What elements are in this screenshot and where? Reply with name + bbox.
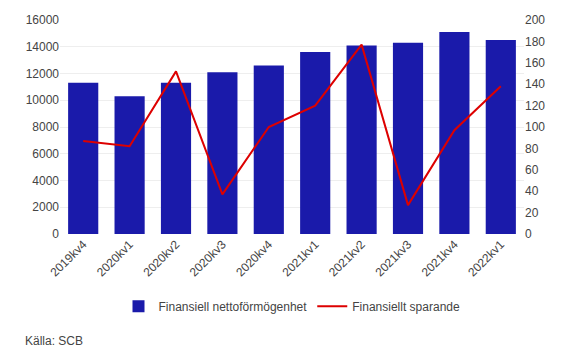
svg-text:2022kv1: 2022kv1 (465, 237, 507, 279)
svg-text:Källa: SCB: Källa: SCB (25, 334, 83, 348)
svg-text:200: 200 (525, 13, 545, 27)
svg-text:160: 160 (525, 56, 545, 70)
svg-text:2020kv3: 2020kv3 (187, 237, 229, 279)
svg-text:40: 40 (525, 184, 539, 198)
svg-text:4000: 4000 (32, 174, 59, 188)
svg-text:140: 140 (525, 77, 545, 91)
svg-text:120: 120 (525, 99, 545, 113)
svg-text:2021kv4: 2021kv4 (419, 237, 461, 279)
svg-text:2021kv2: 2021kv2 (326, 237, 368, 279)
svg-text:80: 80 (525, 142, 539, 156)
svg-text:2000: 2000 (32, 200, 59, 214)
svg-text:8000: 8000 (32, 120, 59, 134)
svg-text:12000: 12000 (26, 67, 60, 81)
svg-text:0: 0 (525, 227, 532, 241)
svg-text:Finansiellt sparande: Finansiellt sparande (352, 300, 460, 314)
svg-text:2020kv2: 2020kv2 (140, 237, 182, 279)
svg-text:14000: 14000 (26, 40, 60, 54)
svg-text:6000: 6000 (32, 147, 59, 161)
svg-text:180: 180 (525, 35, 545, 49)
svg-text:2021kv3: 2021kv3 (372, 237, 414, 279)
svg-text:20: 20 (525, 206, 539, 220)
svg-text:60: 60 (525, 163, 539, 177)
svg-text:0: 0 (52, 227, 59, 241)
svg-text:2021kv1: 2021kv1 (280, 237, 322, 279)
svg-text:2020kv4: 2020kv4 (233, 237, 275, 279)
svg-text:100: 100 (525, 120, 545, 134)
svg-text:Finansiell nettoförmögenhet: Finansiell nettoförmögenhet (159, 300, 308, 314)
svg-text:16000: 16000 (26, 13, 60, 27)
svg-text:2020kv1: 2020kv1 (94, 237, 136, 279)
svg-text:10000: 10000 (26, 93, 60, 107)
svg-text:2019kv4: 2019kv4 (48, 237, 90, 279)
